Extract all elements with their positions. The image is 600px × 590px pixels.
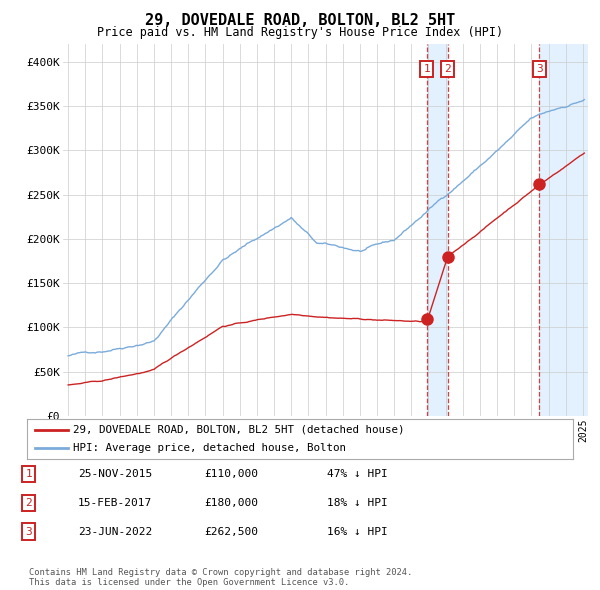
- Text: Contains HM Land Registry data © Crown copyright and database right 2024.
This d: Contains HM Land Registry data © Crown c…: [29, 568, 412, 587]
- Text: 29, DOVEDALE ROAD, BOLTON, BL2 5HT (detached house): 29, DOVEDALE ROAD, BOLTON, BL2 5HT (deta…: [73, 425, 405, 435]
- Text: 29, DOVEDALE ROAD, BOLTON, BL2 5HT: 29, DOVEDALE ROAD, BOLTON, BL2 5HT: [145, 13, 455, 28]
- Text: £180,000: £180,000: [204, 498, 258, 507]
- Text: £110,000: £110,000: [204, 469, 258, 478]
- Bar: [427, 44, 448, 416]
- Text: 47% ↓ HPI: 47% ↓ HPI: [327, 469, 388, 478]
- Bar: [539, 44, 588, 416]
- Text: 23-JUN-2022: 23-JUN-2022: [78, 527, 152, 536]
- Text: 1: 1: [424, 64, 430, 74]
- Text: 18% ↓ HPI: 18% ↓ HPI: [327, 498, 388, 507]
- Text: 3: 3: [536, 64, 543, 74]
- Text: 25-NOV-2015: 25-NOV-2015: [78, 469, 152, 478]
- Text: HPI: Average price, detached house, Bolton: HPI: Average price, detached house, Bolt…: [73, 443, 346, 453]
- Text: Price paid vs. HM Land Registry's House Price Index (HPI): Price paid vs. HM Land Registry's House …: [97, 26, 503, 39]
- Text: 16% ↓ HPI: 16% ↓ HPI: [327, 527, 388, 536]
- Text: 1: 1: [25, 469, 32, 478]
- Text: 3: 3: [25, 527, 32, 536]
- Text: £262,500: £262,500: [204, 527, 258, 536]
- Text: 2: 2: [444, 64, 451, 74]
- Text: 15-FEB-2017: 15-FEB-2017: [78, 498, 152, 507]
- Text: 2: 2: [25, 498, 32, 507]
